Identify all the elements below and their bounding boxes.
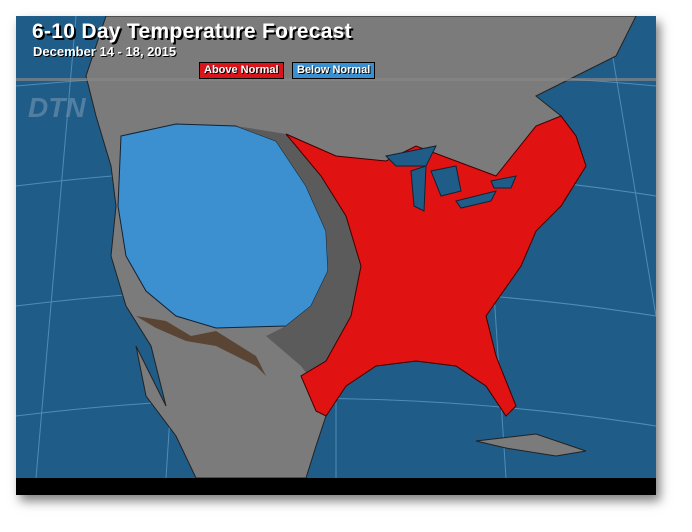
- region-above-normal: [285, 115, 587, 417]
- map-date-range: December 14 - 18, 2015: [33, 44, 177, 59]
- dtn-logo: DTN: [28, 92, 86, 123]
- cuba: [475, 433, 587, 457]
- region-near-normal: [236, 126, 361, 386]
- forecast-map-frame: DTN 6-10 Day Temperature Forecast Decemb…: [16, 16, 656, 495]
- legend-below-normal: Below Normal: [292, 62, 376, 79]
- divider-line: [16, 78, 656, 81]
- great-lakes: [384, 145, 517, 212]
- map-title: 6-10 Day Temperature Forecast: [32, 20, 352, 43]
- forecast-map: [16, 16, 656, 478]
- mexico-border-highlight: [136, 316, 266, 376]
- legend-above-normal: Above Normal: [199, 62, 284, 79]
